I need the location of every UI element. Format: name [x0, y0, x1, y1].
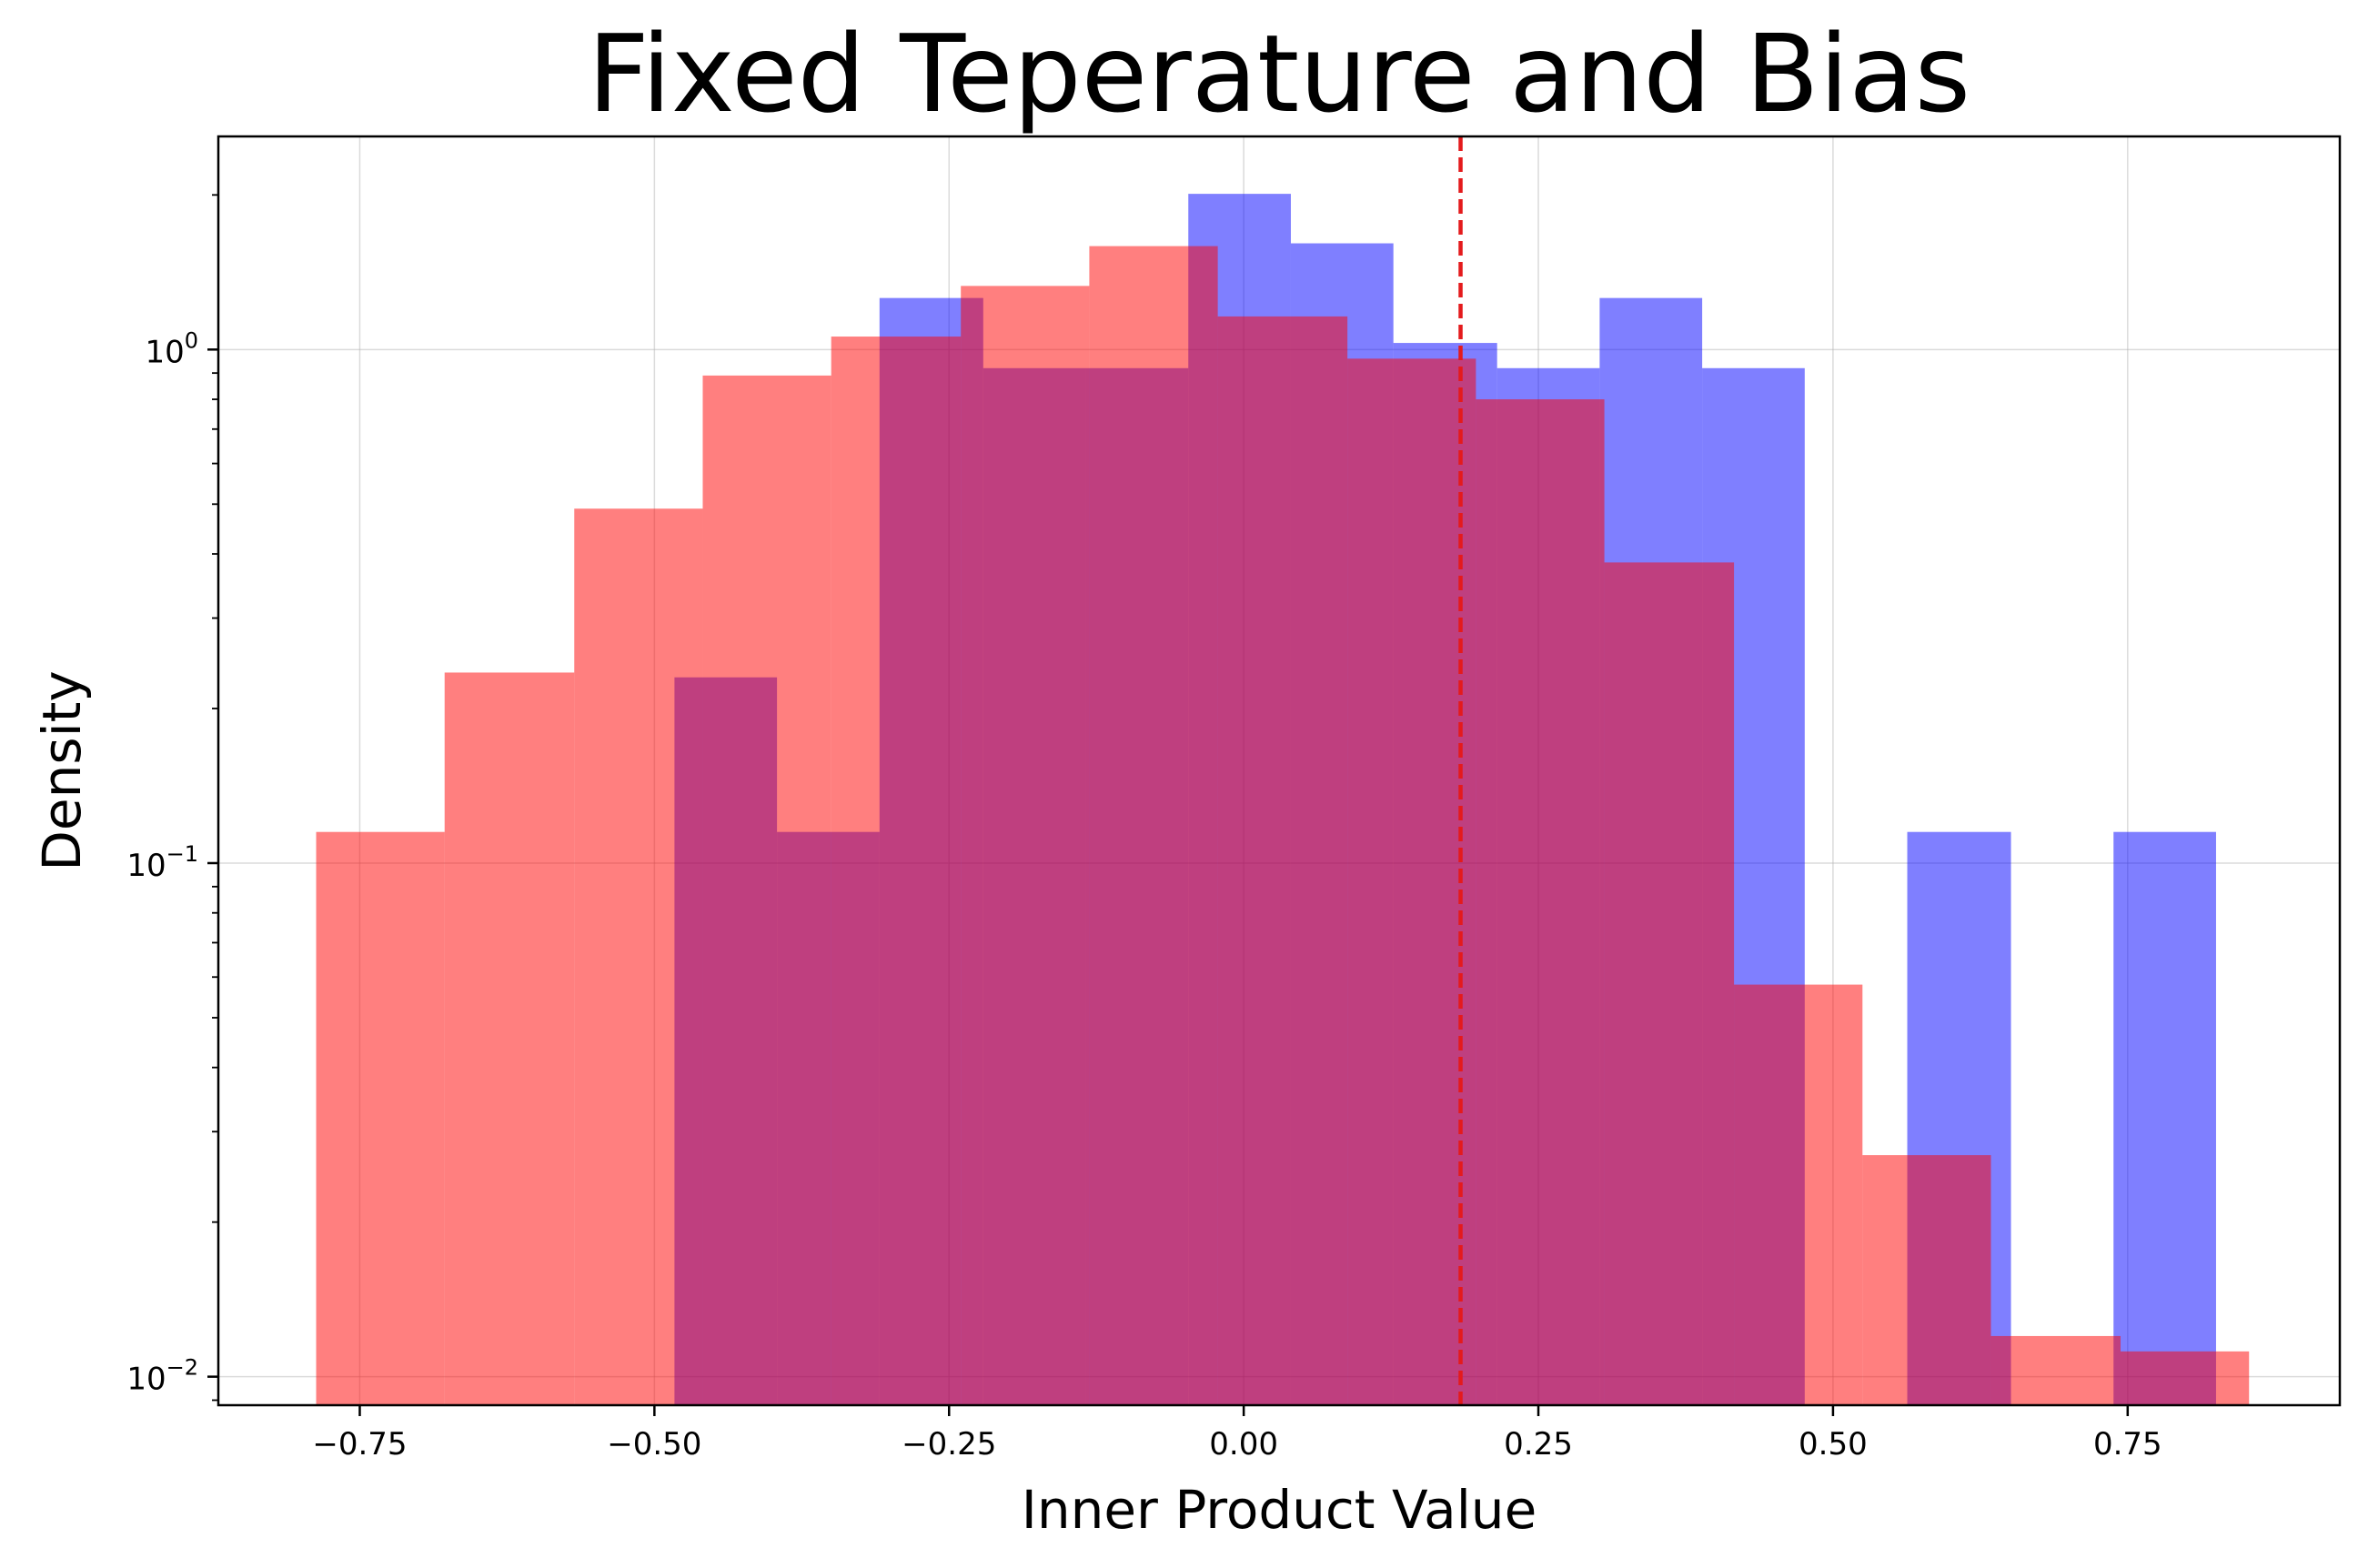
x-tick-label: 0.75: [2093, 1426, 2162, 1462]
histogram-bar: [831, 337, 962, 1406]
histogram-bar: [1089, 246, 1218, 1405]
histogram-bar: [1862, 1155, 1991, 1405]
chart-title: Fixed Teperature and Bias: [588, 11, 1970, 136]
ticks-layer: −0.75 −0.50 −0.25 0.00 0.25 0.50 0.75 10−2 10−1 1…: [126, 194, 2162, 1462]
histogram-bar: [702, 375, 831, 1405]
histogram-bar: [961, 286, 1090, 1406]
histogram-bar: [1476, 399, 1605, 1405]
x-tick-label: 0.25: [1504, 1426, 1573, 1462]
x-tick-label: −0.25: [902, 1426, 996, 1462]
histogram-bar: [1990, 1335, 2121, 1405]
series-1-bars: [316, 246, 2250, 1406]
histogram-bar: [444, 672, 575, 1405]
x-tick-label: −0.50: [607, 1426, 701, 1462]
bars-layer: [316, 194, 2250, 1406]
plot-frame: [217, 135, 2342, 1407]
y-tick-label: 10−2: [126, 1355, 198, 1398]
x-axis-label: Inner Product Value: [1022, 1479, 1537, 1541]
histogram-bar: [2113, 831, 2216, 1405]
histogram-bar: [574, 508, 703, 1405]
x-tick-label: −0.75: [312, 1426, 407, 1462]
y-axis-label: Density: [31, 670, 93, 871]
histogram-bar: [2121, 1351, 2250, 1405]
histogram-bar: [1604, 562, 1735, 1405]
y-tick-label: 100: [145, 327, 198, 370]
histogram-bar: [1347, 358, 1476, 1406]
y-tick-label: 10−1: [126, 841, 198, 884]
x-tick-label: 0.00: [1209, 1426, 1278, 1462]
histogram-bar: [1734, 984, 1863, 1405]
histogram-bar: [1217, 316, 1348, 1405]
histogram-bar: [316, 831, 445, 1405]
x-tick-label: 0.50: [1799, 1426, 1868, 1462]
